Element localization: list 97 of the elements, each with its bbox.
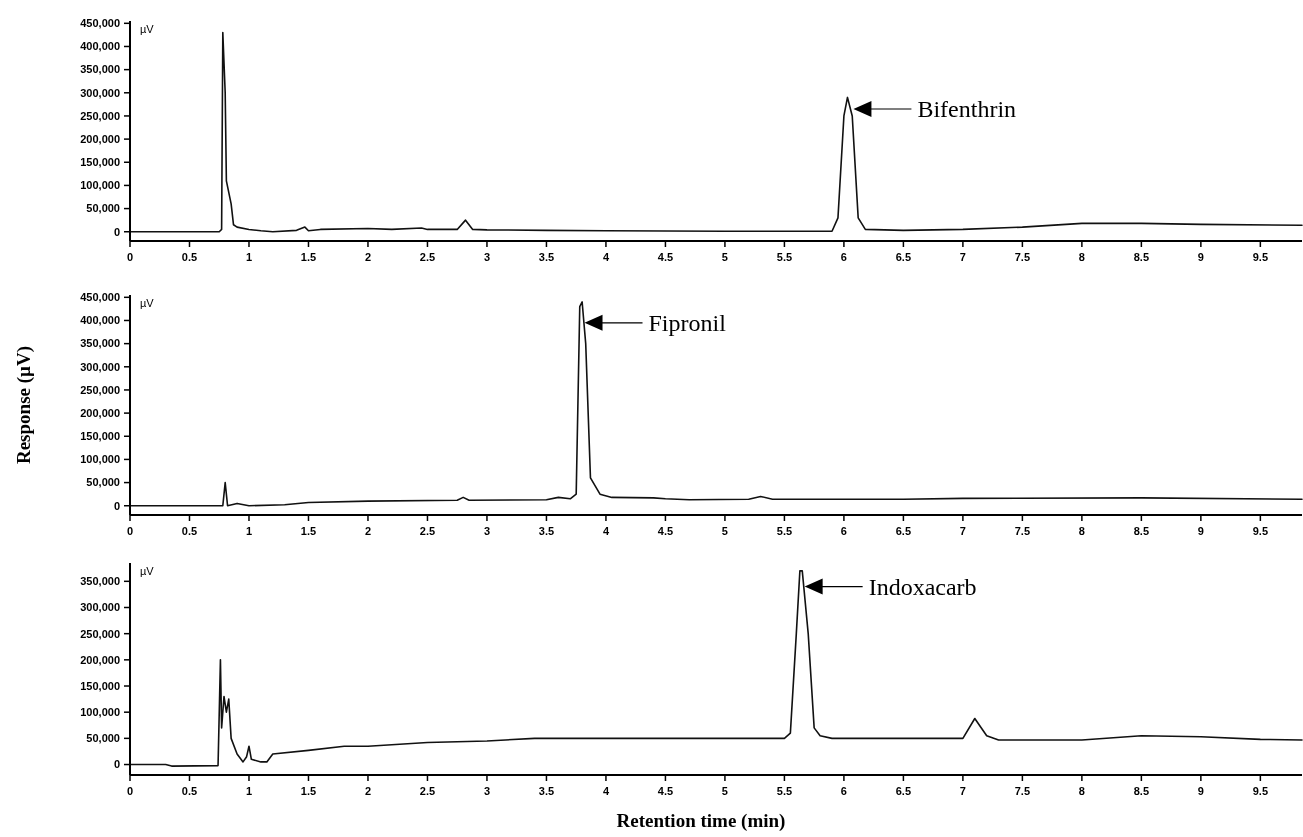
x-tick-label: 1.5	[300, 525, 317, 537]
x-tick-label: 5	[721, 251, 728, 263]
x-tick-label: 9.5	[1252, 251, 1268, 263]
x-tick-label: 1.5	[300, 251, 317, 263]
x-tick-label: 4.5	[657, 525, 674, 537]
x-tick-label: 9.5	[1252, 785, 1268, 797]
x-tick-label: 0	[126, 251, 134, 263]
line-series	[129, 301, 1303, 507]
x-tick-label: 4	[602, 785, 610, 797]
x-tick-label: 3	[483, 785, 491, 797]
x-tick-label: 5.5	[776, 785, 793, 797]
y-tick-label: 250,000	[80, 109, 120, 122]
y-axis-title: Response (µV)	[13, 345, 35, 465]
x-tick-label: 6	[840, 785, 847, 797]
y-tick-label: 200,000	[80, 653, 120, 666]
x-axis-title: Retention time (min)	[616, 810, 786, 832]
x-tick-label: 8	[1078, 525, 1085, 537]
annotation: µV	[140, 565, 155, 577]
y-tick-label: 450,000	[80, 17, 120, 30]
x-tick-label: 5.5	[776, 525, 793, 537]
x-tick-label: 3	[483, 525, 491, 537]
x-tick-label: 2	[364, 251, 372, 263]
x-tick-label: 7	[959, 251, 966, 263]
x-tick-label: 8	[1078, 251, 1085, 263]
x-tick-label: 0	[126, 525, 134, 537]
x-tick-label: 3.5	[538, 251, 555, 263]
y-tick-label: 200,000	[80, 406, 120, 419]
y-tick-label: 100,000	[80, 179, 120, 192]
y-tick-label: 150,000	[80, 156, 120, 169]
y-tick-label: 450,000	[80, 291, 120, 304]
x-tick-label: 8.5	[1133, 785, 1150, 797]
x-tick-label: 3.5	[538, 525, 555, 537]
y-tick-label: 300,000	[80, 86, 120, 99]
y-tick-label: 300,000	[80, 360, 120, 373]
y-tick-label: 250,000	[80, 627, 120, 640]
y-tick-label: 0	[113, 758, 120, 771]
y-tick-label: 400,000	[80, 40, 120, 53]
y-tick-label: 50,000	[86, 732, 120, 745]
x-tick-label: 9	[1197, 251, 1204, 263]
x-tick-label: 8	[1078, 785, 1085, 797]
y-tick-label: 250,000	[80, 383, 120, 396]
x-tick-label: 2.5	[419, 251, 436, 263]
x-tick-label: 1	[245, 525, 253, 537]
x-tick-label: 7	[959, 525, 966, 537]
y-tick-label: 50,000	[86, 476, 120, 489]
x-tick-label: 3	[483, 251, 491, 263]
y-tick-label: 400,000	[80, 314, 120, 327]
x-tick-label: 8.5	[1133, 251, 1150, 263]
x-tick-label: 6.5	[895, 785, 912, 797]
x-tick-label: 4.5	[657, 251, 674, 263]
y-tick-label: 350,000	[80, 575, 120, 588]
x-tick-label: 7.5	[1014, 251, 1031, 263]
x-tick-label: 0.5	[181, 785, 198, 797]
x-tick-label: 5.5	[776, 251, 793, 263]
x-tick-label: 5	[721, 525, 728, 537]
annotation: Fipronil	[648, 310, 727, 337]
x-tick-label: 4.5	[657, 785, 674, 797]
x-tick-label: 3.5	[538, 785, 555, 797]
y-tick-label: 350,000	[80, 63, 120, 76]
x-tick-label: 6	[840, 251, 847, 263]
x-tick-label: 2	[364, 525, 372, 537]
annotation: Indoxacarb	[868, 573, 977, 600]
x-tick-label: 4	[602, 251, 610, 263]
y-tick-label: 150,000	[80, 430, 120, 443]
y-tick-label: 200,000	[80, 132, 120, 145]
x-tick-label: 5	[721, 785, 728, 797]
x-tick-label: 6.5	[895, 251, 912, 263]
x-tick-label: 8.5	[1133, 525, 1150, 537]
x-tick-label: 0.5	[181, 251, 198, 263]
annotation: µV	[140, 297, 155, 309]
x-tick-label: 2.5	[419, 525, 436, 537]
x-tick-label: 6.5	[895, 525, 912, 537]
y-tick-label: 150,000	[80, 679, 120, 692]
x-tick-label: 0	[126, 785, 134, 797]
annotation: Bifenthrin	[917, 96, 1017, 123]
y-tick-label: 0	[113, 225, 120, 238]
x-tick-label: 9	[1197, 785, 1204, 797]
x-tick-label: 9.5	[1252, 525, 1268, 537]
annotation: µV	[140, 23, 155, 35]
x-tick-label: 1	[245, 251, 253, 263]
x-tick-label: 6	[840, 525, 847, 537]
x-tick-label: 7.5	[1014, 525, 1031, 537]
y-tick-label: 0	[113, 499, 120, 512]
x-tick-label: 1.5	[300, 785, 317, 797]
x-tick-label: 9	[1197, 525, 1204, 537]
x-tick-label: 7	[959, 785, 966, 797]
x-tick-label: 2	[364, 785, 372, 797]
x-tick-label: 0.5	[181, 525, 198, 537]
y-tick-label: 300,000	[80, 601, 120, 614]
y-tick-label: 50,000	[86, 202, 120, 215]
y-tick-label: 100,000	[80, 706, 120, 719]
x-tick-label: 1	[245, 785, 253, 797]
x-tick-label: 2.5	[419, 785, 436, 797]
x-tick-label: 4	[602, 525, 610, 537]
x-tick-label: 7.5	[1014, 785, 1031, 797]
y-tick-label: 100,000	[80, 453, 120, 466]
y-tick-label: 350,000	[80, 337, 120, 350]
